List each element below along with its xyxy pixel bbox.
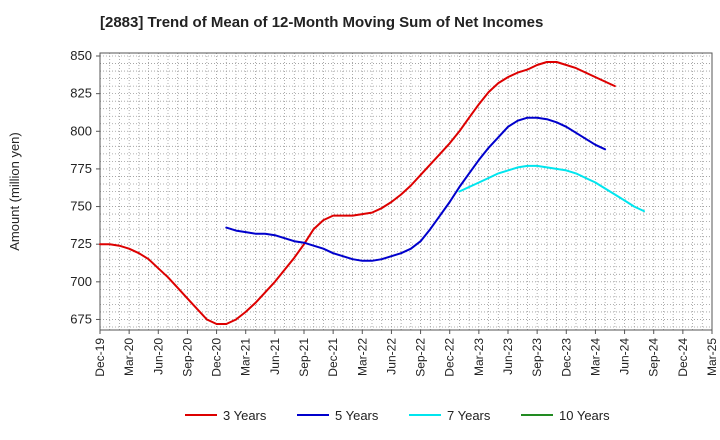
x-tick-label: Mar-23 [472,338,486,376]
y-tick-label: 775 [70,161,92,176]
legend-label: 5 Years [335,408,379,423]
x-tick-label: Jun-20 [151,338,165,375]
y-tick-label: 850 [70,48,92,63]
x-tick-label: Mar-25 [705,338,719,376]
x-tick-label: Jun-24 [618,338,632,375]
series-layer [99,61,645,325]
x-tick-label: Sep-23 [530,338,544,377]
x-tick-label: Sep-21 [297,338,311,377]
x-tick-label: Dec-24 [676,338,690,377]
legend-item: 5 Years [297,408,379,423]
legend-label: 3 Years [223,408,267,423]
x-tick-label: Jun-22 [384,338,398,375]
legend-item: 7 Years [409,408,491,423]
y-axis: 675 700 725 750 775 800 825 850 [70,48,100,326]
x-tick-label: Sep-20 [180,338,194,377]
y-axis-label: Amount (million yen) [7,132,22,251]
legend-label: 7 Years [447,408,491,423]
legend-label: 10 Years [559,408,610,423]
y-tick-label: 800 [70,123,92,138]
y-tick-label: 700 [70,274,92,289]
y-tick-label: 725 [70,236,92,251]
x-tick-label: Dec-23 [559,338,573,377]
x-tick-label: Jun-21 [268,338,282,375]
x-tick-label: Dec-19 [93,338,107,377]
legend-item: 3 Years [185,408,267,423]
x-tick-label: Sep-24 [647,338,661,377]
legend-item: 10 Years [521,408,610,423]
series-line-5-years [225,116,607,262]
x-tick-label: Mar-22 [355,338,369,376]
legend: 3 Years 5 Years 7 Years 10 Years [185,408,610,423]
plot-frame [99,52,713,331]
x-tick-label: Dec-20 [210,338,224,377]
series-line-3-years [99,61,616,325]
x-tick-label: Mar-24 [588,338,602,376]
x-axis: Dec-19 Mar-20 Jun-20 Sep-20 Dec-20 Mar-21 Jun-… [93,330,719,377]
x-tick-label: Jun-23 [501,338,515,375]
x-tick-label: Mar-21 [239,338,253,376]
x-tick-label: Dec-21 [326,338,340,377]
x-tick-label: Dec-22 [443,338,457,377]
y-tick-label: 675 [70,311,92,326]
y-tick-label: 750 [70,199,92,214]
grid-layer [99,53,713,330]
x-tick-label: Mar-20 [122,338,136,376]
chart-title: [2883] Trend of Mean of 12-Month Moving … [100,14,544,31]
x-tick-label: Sep-22 [414,338,428,377]
y-tick-label: 825 [70,86,92,101]
series-line-7-years [458,164,645,213]
